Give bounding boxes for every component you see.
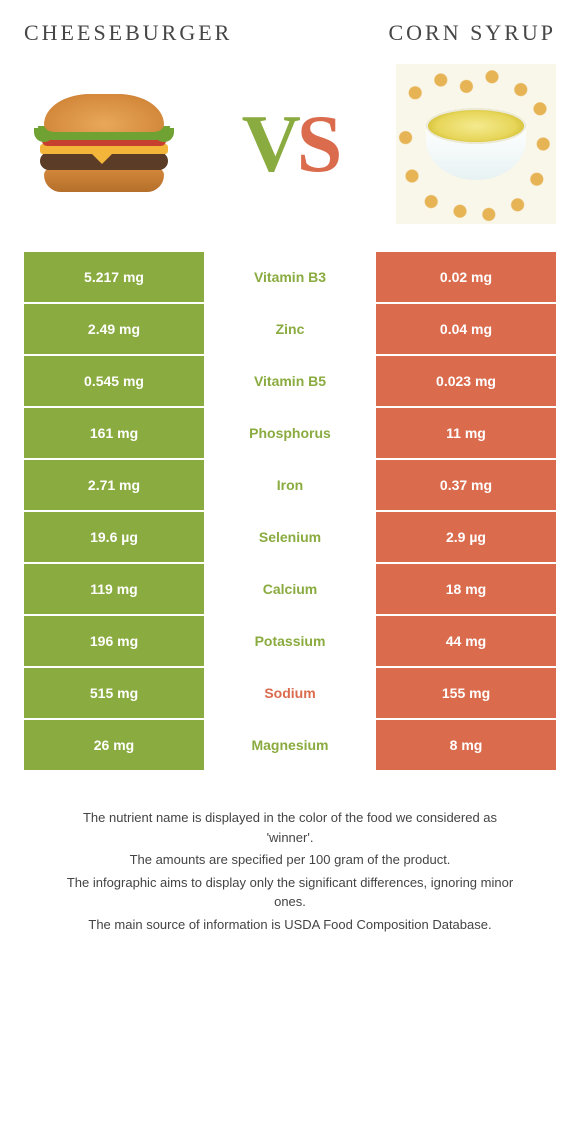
right-value: 8 mg bbox=[376, 720, 556, 770]
nutrient-label: Vitamin B5 bbox=[204, 356, 376, 406]
table-row: 119 mgCalcium18 mg bbox=[24, 564, 556, 616]
vs-label: V S bbox=[242, 97, 339, 191]
vs-v: V bbox=[242, 97, 297, 191]
right-food-image bbox=[396, 64, 556, 224]
comparison-table: 5.217 mgVitamin B30.02 mg2.49 mgZinc0.04… bbox=[24, 252, 556, 772]
nutrient-label: Potassium bbox=[204, 616, 376, 666]
right-value: 0.37 mg bbox=[376, 460, 556, 510]
left-value: 26 mg bbox=[24, 720, 204, 770]
right-value: 0.023 mg bbox=[376, 356, 556, 406]
table-row: 196 mgPotassium44 mg bbox=[24, 616, 556, 668]
right-value: 0.04 mg bbox=[376, 304, 556, 354]
footer-notes: The nutrient name is displayed in the co… bbox=[24, 808, 556, 934]
table-row: 515 mgSodium155 mg bbox=[24, 668, 556, 720]
table-row: 5.217 mgVitamin B30.02 mg bbox=[24, 252, 556, 304]
footer-line: The nutrient name is displayed in the co… bbox=[62, 808, 518, 847]
hero-row: V S bbox=[24, 64, 556, 224]
left-value: 515 mg bbox=[24, 668, 204, 718]
nutrient-label: Vitamin B3 bbox=[204, 252, 376, 302]
titles-row: CHEESEBURGER CORN SYRUP bbox=[24, 20, 556, 46]
left-value: 119 mg bbox=[24, 564, 204, 614]
right-value: 18 mg bbox=[376, 564, 556, 614]
table-row: 161 mgPhosphorus11 mg bbox=[24, 408, 556, 460]
left-value: 2.71 mg bbox=[24, 460, 204, 510]
footer-line: The main source of information is USDA F… bbox=[62, 915, 518, 935]
footer-line: The infographic aims to display only the… bbox=[62, 873, 518, 912]
left-value: 2.49 mg bbox=[24, 304, 204, 354]
vs-s: S bbox=[297, 97, 339, 191]
table-row: 0.545 mgVitamin B50.023 mg bbox=[24, 356, 556, 408]
right-value: 2.9 µg bbox=[376, 512, 556, 562]
cheeseburger-icon bbox=[34, 94, 174, 194]
nutrient-label: Sodium bbox=[204, 668, 376, 718]
right-value: 11 mg bbox=[376, 408, 556, 458]
corn-syrup-icon bbox=[396, 64, 556, 224]
left-food-title: CHEESEBURGER bbox=[24, 20, 232, 46]
right-value: 155 mg bbox=[376, 668, 556, 718]
table-row: 2.71 mgIron0.37 mg bbox=[24, 460, 556, 512]
nutrient-label: Iron bbox=[204, 460, 376, 510]
nutrient-label: Magnesium bbox=[204, 720, 376, 770]
nutrient-label: Phosphorus bbox=[204, 408, 376, 458]
infographic-container: CHEESEBURGER CORN SYRUP V S bbox=[0, 0, 580, 934]
left-food-image bbox=[24, 64, 184, 224]
left-value: 19.6 µg bbox=[24, 512, 204, 562]
right-value: 0.02 mg bbox=[376, 252, 556, 302]
left-value: 5.217 mg bbox=[24, 252, 204, 302]
table-row: 26 mgMagnesium8 mg bbox=[24, 720, 556, 772]
left-value: 0.545 mg bbox=[24, 356, 204, 406]
table-row: 2.49 mgZinc0.04 mg bbox=[24, 304, 556, 356]
nutrient-label: Calcium bbox=[204, 564, 376, 614]
nutrient-label: Selenium bbox=[204, 512, 376, 562]
table-row: 19.6 µgSelenium2.9 µg bbox=[24, 512, 556, 564]
right-food-title: CORN SYRUP bbox=[388, 20, 556, 46]
nutrient-label: Zinc bbox=[204, 304, 376, 354]
footer-line: The amounts are specified per 100 gram o… bbox=[62, 850, 518, 870]
left-value: 196 mg bbox=[24, 616, 204, 666]
right-value: 44 mg bbox=[376, 616, 556, 666]
left-value: 161 mg bbox=[24, 408, 204, 458]
